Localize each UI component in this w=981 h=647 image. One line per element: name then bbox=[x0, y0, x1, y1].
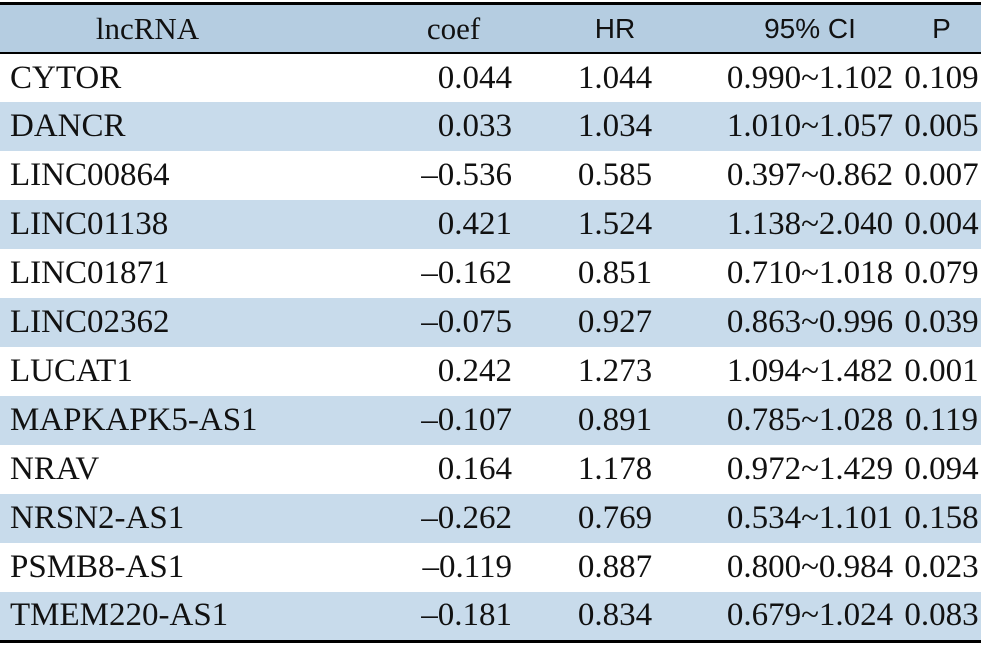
table-cell: 0.927 bbox=[577, 304, 653, 340]
table-cell: 0.164 bbox=[437, 451, 512, 487]
table-cell: 1.044 bbox=[577, 59, 653, 96]
table-cell: 0.891 bbox=[577, 402, 653, 438]
table-cell: 0.421 bbox=[437, 206, 512, 242]
table-cell: LINC00864 bbox=[10, 157, 170, 193]
table-cell: 0.023 bbox=[904, 549, 979, 585]
table-row: NRAV 0.164 1.178 0.972~1.429 0.094 bbox=[0, 445, 981, 494]
table-cell: TMEM220-AS1 bbox=[10, 597, 229, 634]
table-cell: LINC01138 bbox=[10, 206, 169, 242]
table-row: LUCAT1 0.242 1.273 1.094~1.482 0.001 bbox=[0, 347, 981, 396]
table-cell: 0.785~1.028 bbox=[726, 402, 894, 438]
table-cell: 0.397~0.862 bbox=[726, 157, 894, 193]
table-cell: 0.679~1.024 bbox=[726, 597, 894, 634]
table-cell: 0.083 bbox=[904, 597, 979, 634]
table-cell: 1.138~2.040 bbox=[726, 206, 894, 242]
table-cell: 0.851 bbox=[577, 255, 653, 291]
table-cell: NRAV bbox=[10, 451, 100, 487]
table-cell: DANCR bbox=[10, 108, 126, 144]
table-cell: –0.536 bbox=[421, 157, 512, 193]
table-cell: 0.039 bbox=[904, 304, 979, 340]
table-cell: 0.158 bbox=[904, 500, 979, 536]
table-cell: 0.007 bbox=[904, 157, 979, 193]
table-cell: 0.834 bbox=[577, 597, 653, 634]
table-row: LINC01138 0.421 1.524 1.138~2.040 0.004 bbox=[0, 200, 981, 249]
table-cell: 0.033 bbox=[437, 108, 512, 144]
table-row: LINC02362 –0.075 0.927 0.863~0.996 0.039 bbox=[0, 298, 981, 347]
table-cell: MAPKAPK5-AS1 bbox=[10, 402, 258, 438]
table-cell: 0.079 bbox=[904, 255, 979, 291]
table-cell: –0.119 bbox=[422, 549, 512, 585]
table-cell: –0.181 bbox=[421, 597, 512, 634]
table-row: TMEM220-AS1 –0.181 0.834 0.679~1.024 0.083 bbox=[0, 592, 981, 641]
table-cell: 0.887 bbox=[577, 549, 653, 585]
table-cell: 1.034 bbox=[577, 108, 653, 144]
table-cell: 0.710~1.018 bbox=[726, 255, 894, 291]
table-cell: PSMB8-AS1 bbox=[10, 549, 185, 585]
header-row: lncRNA coef HR 95% CI P bbox=[0, 3, 981, 53]
table-cell: –0.075 bbox=[421, 304, 512, 340]
table-cell: 0.005 bbox=[904, 108, 979, 144]
table-cell: 1.010~1.057 bbox=[726, 108, 894, 144]
table-cell: –0.162 bbox=[421, 255, 512, 291]
table-cell: 0.863~0.996 bbox=[726, 304, 894, 340]
header-cell: lncRNA bbox=[95, 10, 200, 46]
header-cell: HR bbox=[594, 12, 636, 44]
table-row: NRSN2-AS1 –0.262 0.769 0.534~1.101 0.158 bbox=[0, 494, 981, 543]
header-cell: coef bbox=[426, 10, 481, 46]
table-cell: 0.990~1.102 bbox=[726, 59, 894, 96]
table-row: PSMB8-AS1 –0.119 0.887 0.800~0.984 0.023 bbox=[0, 543, 981, 592]
header-cell: P bbox=[932, 12, 951, 44]
table-cell: 0.109 bbox=[904, 59, 979, 96]
table-cell: 0.769 bbox=[577, 500, 653, 536]
table-cell: 0.800~0.984 bbox=[726, 549, 894, 585]
table-cell: 0.001 bbox=[904, 353, 979, 389]
table-cell: 0.004 bbox=[904, 206, 979, 242]
table-cell: 0.585 bbox=[577, 157, 653, 193]
table-row: LINC01871 –0.162 0.851 0.710~1.018 0.079 bbox=[0, 249, 981, 298]
table-cell: LUCAT1 bbox=[10, 353, 133, 389]
table-cell: CYTOR bbox=[10, 59, 122, 96]
table-cell: 1.094~1.482 bbox=[726, 353, 894, 389]
table-cell: –0.262 bbox=[421, 500, 512, 536]
table-cell: 1.273 bbox=[577, 353, 653, 389]
header-cell: 95% CI bbox=[764, 12, 856, 44]
table-cell: 0.972~1.429 bbox=[726, 451, 894, 487]
table-cell: 1.524 bbox=[577, 206, 653, 242]
table-cell: NRSN2-AS1 bbox=[10, 500, 185, 536]
table-row: MAPKAPK5-AS1 –0.107 0.891 0.785~1.028 0.119 bbox=[0, 396, 981, 445]
table-cell: 0.094 bbox=[904, 451, 979, 487]
table-cell: 1.178 bbox=[577, 451, 653, 487]
table-row: DANCR 0.033 1.034 1.010~1.057 0.005 bbox=[0, 102, 981, 151]
table-cell: –0.107 bbox=[421, 402, 512, 438]
table-cell: 0.534~1.101 bbox=[726, 500, 894, 536]
table-cell: LINC02362 bbox=[10, 304, 170, 340]
table-body: CYTOR 0.044 1.044 0.990~1.102 0.109 DANCR 0.03… bbox=[0, 53, 981, 641]
table-cell: 0.119 bbox=[904, 402, 979, 438]
table-row: LINC00864 –0.536 0.585 0.397~0.862 0.007 bbox=[0, 151, 981, 200]
table-cell: 0.242 bbox=[437, 353, 512, 389]
table-header: lncRNA coef HR 95% CI P bbox=[0, 3, 981, 53]
table-cell: LINC01871 bbox=[10, 255, 170, 291]
table-row: CYTOR 0.044 1.044 0.990~1.102 0.109 bbox=[0, 53, 981, 102]
table-cell: 0.044 bbox=[437, 59, 512, 96]
